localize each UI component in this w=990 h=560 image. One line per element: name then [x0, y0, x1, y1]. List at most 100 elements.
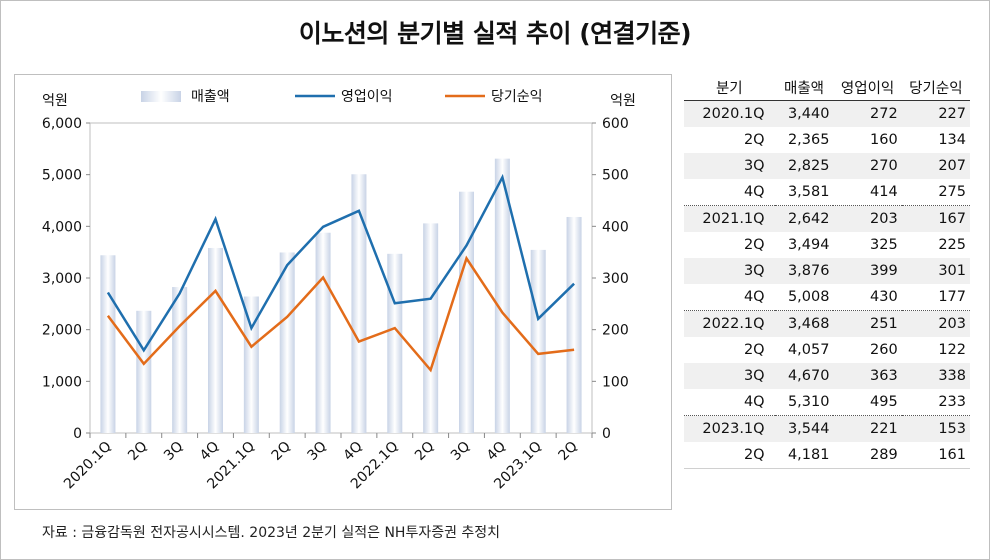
table-cell-value: 270 [833, 153, 902, 179]
table-cell-value: 3,544 [774, 415, 834, 442]
table-cell-quarter: 3Q [684, 258, 775, 284]
bar-revenue [100, 255, 116, 433]
table-cell-value: 225 [938, 237, 966, 253]
table-header-cell: 당기순익 [901, 74, 970, 101]
table-header-cell: 매출액 [774, 74, 834, 101]
page-title: 이노션의 분기별 실적 추이 (연결기준) [298, 19, 692, 48]
table-row: 3Q 3,876 399 301 [684, 258, 970, 284]
source-note: 자료 : 금융감독원 전자공시시스템. 2023년 2분기 실적은 NH투자증권… [42, 525, 501, 541]
table-cell-value: 2,365 [787, 132, 830, 148]
table-row: 2Q 4,181 289 161 [684, 442, 970, 469]
bar-revenue [243, 296, 259, 433]
table-row: 3Q 4,670 363 338 [684, 363, 970, 389]
data-table: 분기 매출액 영업이익 당기순익 2020.1Q 3,440 272 227 2Q 2,365 1… [684, 74, 970, 469]
table-cell-value: 2,642 [774, 205, 834, 232]
table-cell-value: 4,057 [787, 342, 830, 358]
table-cell-value: 289 [833, 442, 902, 469]
table-cell-value: 160 [870, 132, 898, 148]
table-cell-value: 363 [833, 363, 902, 389]
table-cell-value: 495 [833, 389, 902, 416]
legend-swatch-revenue [141, 91, 181, 102]
x-tick-label: 2Q [412, 439, 437, 464]
chart-legend: 매출액 영업이익 당기순익 [141, 89, 543, 105]
bar-revenue [172, 287, 188, 433]
table-row: 2021.1Q 2,642 203 167 [684, 205, 970, 232]
x-tick-label: 2020.1Q [61, 439, 115, 493]
table-cell-quarter: 2023.1Q [684, 415, 775, 442]
left-tick-label: 2,000 [42, 323, 82, 339]
table-row: 2020.1Q 3,440 272 227 [684, 100, 970, 127]
bar-revenue [351, 174, 367, 433]
left-axis-unit: 억원 [42, 93, 68, 109]
table-cell-value: 275 [901, 179, 970, 206]
table-header-cell: 분기 [684, 74, 775, 101]
legend-label: 매출액 [191, 89, 230, 105]
table-cell-quarter: 3Q [684, 153, 775, 179]
table-cell-quarter: 2022.1Q [684, 310, 775, 337]
table-cell-value: 5,008 [774, 284, 834, 311]
table-cell-value: 227 [901, 100, 970, 127]
bar-revenue [315, 232, 331, 433]
table-cell-quarter: 3Q [684, 363, 775, 389]
x-tick-label: 2Q [555, 439, 580, 464]
x-tick-label: 3Q [161, 439, 186, 464]
table-cell-value: 251 [833, 310, 902, 337]
table-cell-value: 177 [901, 284, 970, 311]
right-tick-label: 500 [602, 168, 629, 184]
table-cell-value: 153 [901, 415, 970, 442]
left-tick-label: 5,000 [42, 168, 82, 184]
table-row: 4Q 3,581 414 275 [684, 179, 970, 206]
table-cell-value: 3,876 [774, 258, 834, 284]
legend-label: 당기순익 [491, 89, 543, 105]
table-cell-value: 3,494 [787, 237, 830, 253]
table-cell-quarter: 2021.1Q [684, 205, 775, 232]
combo-chart: 매출액 영업이익 당기순익 0 1,000 2,000 3,000 4,000 5,000 6,… [42, 89, 636, 493]
table-cell-quarter: 2020.1Q [684, 100, 775, 127]
plot-area [89, 122, 593, 434]
table-cell-quarter: 2Q [743, 132, 765, 148]
table-row: 2Q 4,057 260 122 [684, 337, 970, 363]
right-tick-label: 200 [602, 323, 629, 339]
table-cell-quarter: 4Q [684, 284, 775, 311]
left-tick-label: 1,000 [42, 374, 82, 390]
table-cell-value: 161 [901, 442, 970, 469]
table-row: 3Q 2,825 270 207 [684, 153, 970, 179]
table-cell-value: 233 [901, 389, 970, 416]
table-row: 4Q 5,310 495 233 [684, 389, 970, 416]
table-cell-value: 203 [901, 310, 970, 337]
bar-revenue [494, 158, 510, 433]
line-net-income [106, 255, 575, 373]
table-cell-value: 4,670 [774, 363, 834, 389]
left-tick-label: 3,000 [42, 271, 82, 287]
right-tick-label: 100 [602, 374, 629, 390]
table-header-row: 분기 매출액 영업이익 당기순익 [684, 74, 970, 101]
bar-revenue [208, 247, 223, 433]
table-row: 4Q 5,008 430 177 [684, 284, 970, 311]
left-tick-label: 6,000 [42, 116, 82, 132]
table-header-cell: 영업이익 [833, 74, 902, 101]
x-tick-label: 3Q [448, 439, 473, 464]
table-cell-quarter: 2Q [743, 342, 765, 358]
right-tick-label: 300 [602, 271, 629, 287]
right-axis-unit: 억원 [610, 93, 636, 109]
table-cell-value: 399 [833, 258, 902, 284]
table-cell-value: 3,581 [774, 179, 834, 206]
left-tick-label: 0 [73, 426, 82, 442]
table-cell-value: 203 [833, 205, 902, 232]
table-cell-value: 430 [833, 284, 902, 311]
table-cell-value: 5,310 [774, 389, 834, 416]
bar-revenue [279, 252, 295, 433]
table-row: 2Q 2,365 160 134 [684, 127, 970, 153]
table-row: 2023.1Q 3,544 221 153 [684, 415, 970, 442]
right-tick-label: 0 [602, 426, 611, 442]
table-cell-value: 167 [901, 205, 970, 232]
x-tick-label: 2Q [125, 439, 150, 464]
bar-revenue [136, 310, 152, 433]
bar-revenue [387, 253, 403, 433]
table-cell-value: 301 [901, 258, 970, 284]
legend-label: 영업이익 [341, 89, 393, 105]
x-tick-label: 4Q [484, 439, 509, 464]
x-tick-label: 4Q [197, 439, 222, 464]
right-tick-label: 400 [602, 219, 629, 235]
bar-revenue [566, 216, 582, 433]
